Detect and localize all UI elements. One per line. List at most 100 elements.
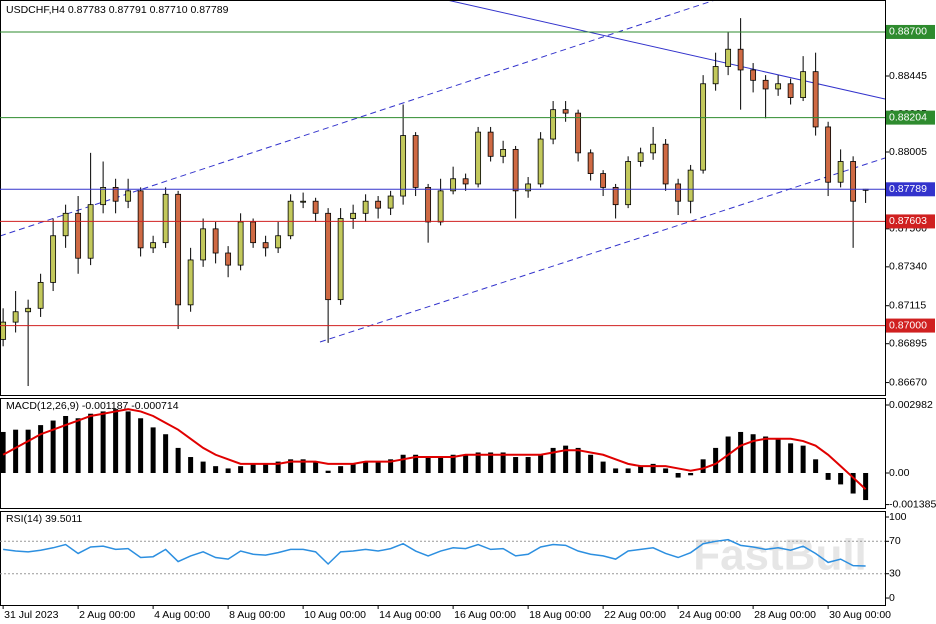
macd-bar	[700, 459, 706, 473]
macd-bar	[863, 472, 869, 501]
macd-bar	[850, 472, 856, 494]
macd-bar	[775, 438, 781, 473]
candle-body	[562, 109, 569, 114]
macd-bar	[825, 472, 831, 480]
x-tick-label: 16 Aug 00:00	[454, 609, 516, 621]
level-label-box	[886, 214, 935, 229]
x-tick-label: 4 Aug 00:00	[154, 609, 210, 621]
rsi-panel-frame	[0, 511, 886, 606]
macd-title: MACD(12,26,9) -0.001187 -0.000714	[6, 400, 179, 412]
x-tick-label: 31 Jul 2023	[4, 609, 58, 621]
level-label-box	[886, 24, 935, 39]
candle-body	[275, 235, 282, 249]
price-panel-frame	[0, 0, 886, 396]
candle-body	[387, 195, 394, 209]
candle-body	[487, 131, 494, 157]
macd-bar	[300, 459, 306, 473]
macd-bar	[238, 466, 244, 473]
macd-bar	[625, 468, 631, 473]
macd-bar	[450, 454, 456, 473]
candle-body	[525, 183, 532, 192]
macd-bar	[363, 461, 369, 473]
candle-body	[25, 307, 32, 313]
macd-bar	[188, 457, 194, 473]
trend-lines	[0, 0, 886, 343]
candle-body	[537, 138, 544, 185]
macd-bar	[750, 434, 756, 473]
y-tick-label: 0.88445	[889, 70, 927, 82]
candle-body	[350, 212, 357, 219]
macd-bar	[250, 463, 256, 473]
rsi-line	[3, 538, 866, 567]
candle-body	[650, 143, 657, 154]
macd-bar	[163, 434, 169, 473]
candle-body	[762, 79, 769, 90]
level-label: 0.87789	[889, 183, 927, 195]
macd-bar	[150, 427, 156, 473]
candle-body	[225, 252, 232, 266]
candle-body	[162, 193, 169, 244]
macd-bar	[638, 466, 644, 473]
macd-bar	[763, 436, 769, 473]
macd-bar	[500, 452, 506, 473]
candle-body	[262, 242, 269, 249]
y-tick-label: 0.87340	[889, 261, 927, 273]
candle-body	[400, 135, 407, 197]
level-label-box	[886, 110, 935, 125]
macd-bar	[313, 461, 319, 473]
candle-body	[850, 161, 857, 202]
macd-bar	[513, 457, 519, 473]
macd-bar	[475, 452, 481, 473]
candle-body	[775, 83, 782, 90]
candle-body	[662, 143, 669, 185]
candle-body	[712, 66, 719, 85]
y-tick-label: 0.86670	[889, 376, 927, 388]
candle-body	[512, 148, 519, 192]
candle-body	[462, 178, 469, 185]
candle-body	[587, 152, 594, 174]
macd-bar	[650, 463, 656, 473]
candle-body	[112, 186, 119, 202]
candle-body	[450, 178, 457, 192]
y-tick-label: 0.00	[889, 467, 910, 479]
macd-bar	[438, 457, 444, 473]
macd-bar	[838, 472, 844, 485]
macd-bar	[388, 459, 394, 473]
macd-bar	[613, 468, 619, 473]
x-tick-label: 24 Aug 00:00	[679, 609, 741, 621]
y-tick-label: 0.88005	[889, 146, 927, 158]
x-tick-label: 8 Aug 00:00	[229, 609, 285, 621]
level-label: 0.87603	[889, 215, 927, 227]
macd-bar	[125, 411, 131, 473]
macd-bar	[288, 459, 294, 473]
candle-body	[75, 212, 82, 259]
candle-body	[800, 71, 807, 98]
y-tick-label: 0.87115	[889, 299, 926, 311]
candle-body	[37, 281, 44, 309]
level-label: 0.88204	[889, 111, 927, 123]
x-tick-label: 2 Aug 00:00	[79, 609, 135, 621]
y-tick-label: 0	[889, 592, 895, 604]
macd-bar	[588, 454, 594, 473]
macd-bar	[538, 454, 544, 473]
channel-upper	[0, 0, 716, 237]
macd-bar	[200, 461, 206, 473]
y-tick-label: 0.002982	[889, 399, 933, 411]
candle-body	[550, 109, 557, 140]
macd-bar	[263, 463, 269, 473]
candle-body	[312, 200, 319, 214]
level-label-box	[886, 318, 935, 333]
candle-body	[337, 218, 344, 301]
macd-bar	[800, 445, 806, 473]
candle-body	[237, 221, 244, 266]
candle-body	[175, 193, 182, 306]
macd-bar	[88, 413, 94, 473]
macd-bar	[738, 431, 744, 473]
macd-bar	[400, 454, 406, 473]
macd-bar	[488, 452, 494, 473]
candle-body	[287, 200, 294, 237]
candle-body	[500, 148, 507, 157]
macd-bar	[663, 468, 669, 473]
candle-body	[812, 71, 819, 128]
